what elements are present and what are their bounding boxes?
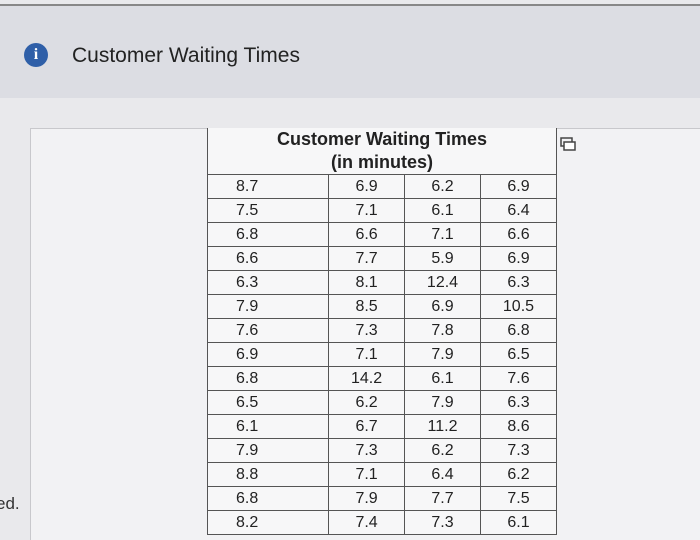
table-cell: 6.5 (206, 390, 330, 415)
table-row: 7.6 7.3 7.8 6.8 (206, 318, 558, 343)
table-title: Customer Waiting Times (207, 128, 557, 151)
table-cell: 7.6 (479, 366, 558, 391)
table-cell: 7.9 (404, 390, 481, 415)
table-cell: 6.6 (328, 222, 406, 247)
copy-icon[interactable] (560, 137, 576, 151)
table-cell: 8.5 (328, 294, 406, 319)
table-cell: 6.4 (404, 462, 481, 487)
table-cell: 7.3 (328, 318, 406, 343)
table-cell: 8.8 (206, 462, 330, 487)
table-cell: 6.9 (206, 342, 330, 367)
table-cell: 11.2 (404, 414, 481, 439)
table-row: 6.8 6.6 7.1 6.6 (206, 222, 558, 247)
table-cell: 6.1 (404, 198, 481, 223)
table-cell: 7.7 (328, 246, 406, 271)
table-cell: 6.2 (404, 438, 481, 463)
table-row: 6.8 14.2 6.1 7.6 (206, 366, 558, 391)
side-text: ed. (0, 494, 20, 513)
table-subtitle: (in minutes) (207, 151, 557, 175)
table-cell: 6.8 (206, 366, 330, 391)
header-banner: i Customer Waiting Times (0, 4, 700, 98)
table-cell: 7.9 (206, 294, 330, 319)
table-row: 8.7 6.9 6.2 6.9 (206, 174, 558, 199)
table-cell: 7.9 (206, 438, 330, 463)
table-cell: 7.5 (206, 198, 330, 223)
header-title: Customer Waiting Times (72, 44, 300, 67)
table-cell: 7.7 (404, 486, 481, 511)
table-row: 6.9 7.1 7.9 6.5 (206, 342, 558, 367)
table-cell: 7.5 (479, 486, 558, 511)
table-cell: 6.9 (328, 174, 406, 199)
table-cell: 6.9 (479, 246, 558, 271)
table-row: 6.1 6.7 11.2 8.6 (206, 414, 558, 439)
table-row: 7.9 7.3 6.2 7.3 (206, 438, 558, 463)
info-icon: i (24, 43, 48, 67)
table-cell: 6.3 (479, 270, 558, 295)
table-row: 7.5 7.1 6.1 6.4 (206, 198, 558, 223)
table-cell: 7.6 (206, 318, 330, 343)
data-table: Customer Waiting Times (in minutes) 8.7 6… (206, 128, 558, 535)
table-cell: 6.4 (479, 198, 558, 223)
table-cell: 6.2 (479, 462, 558, 487)
table-cell: 6.6 (206, 246, 330, 271)
table-cell: 7.1 (404, 222, 481, 247)
table-cell: 12.4 (404, 270, 481, 295)
table-cell: 6.9 (404, 294, 481, 319)
table-cell: 6.7 (328, 414, 406, 439)
table-row: 8.2 7.4 7.3 6.1 (206, 510, 558, 535)
table-cell: 8.7 (206, 174, 330, 199)
table-cell: 6.3 (479, 390, 558, 415)
table-cell: 8.1 (328, 270, 406, 295)
table-cell: 6.2 (328, 390, 406, 415)
table-cell: 7.9 (404, 342, 481, 367)
table-cell: 7.3 (404, 510, 481, 535)
table-cell: 6.1 (404, 366, 481, 391)
table-row: 6.6 7.7 5.9 6.9 (206, 246, 558, 271)
table-cell: 7.9 (328, 486, 406, 511)
table-cell: 6.2 (404, 174, 481, 199)
table-cell: 6.9 (479, 174, 558, 199)
table-cell: 6.3 (206, 270, 330, 295)
table-cell: 8.2 (206, 510, 330, 535)
table-row: 6.3 8.1 12.4 6.3 (206, 270, 558, 295)
table-row: 7.9 8.5 6.9 10.5 (206, 294, 558, 319)
table-cell: 10.5 (479, 294, 558, 319)
table-cell: 6.8 (479, 318, 558, 343)
table-cell: 6.6 (479, 222, 558, 247)
table-cell: 6.5 (479, 342, 558, 367)
table-cell: 14.2 (328, 366, 406, 391)
table-cell: 7.1 (328, 198, 406, 223)
table-cell: 7.1 (328, 462, 406, 487)
table-cell: 7.3 (328, 438, 406, 463)
table-cell: 7.3 (479, 438, 558, 463)
table-cell: 8.6 (479, 414, 558, 439)
table-cell: 6.1 (206, 414, 330, 439)
table-cell: 7.4 (328, 510, 406, 535)
table-row: 6.5 6.2 7.9 6.3 (206, 390, 558, 415)
table-cell: 6.8 (206, 486, 330, 511)
table-cell: 5.9 (404, 246, 481, 271)
table-cell: 6.1 (479, 510, 558, 535)
table-cell: 6.8 (206, 222, 330, 247)
table-cell: 7.1 (328, 342, 406, 367)
table-row: 8.8 7.1 6.4 6.2 (206, 462, 558, 487)
table-cell: 7.8 (404, 318, 481, 343)
table-row: 6.8 7.9 7.7 7.5 (206, 486, 558, 511)
